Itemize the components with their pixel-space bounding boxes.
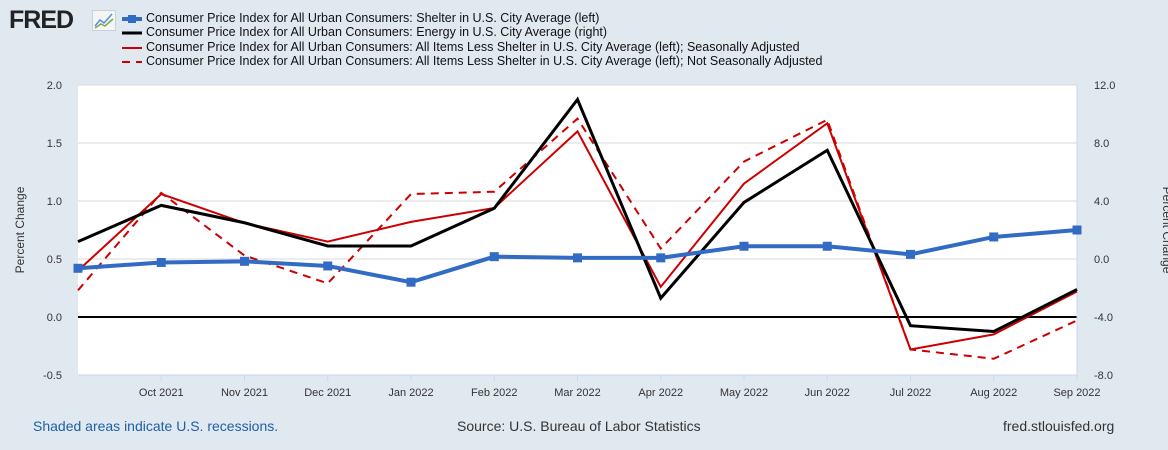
x-tick-label: Oct 2021 [139, 387, 184, 399]
legend-swatch-shelter [122, 13, 142, 24]
data-point-shelter [323, 261, 333, 271]
data-point-shelter [573, 253, 582, 263]
x-tick-label: Feb 2022 [471, 387, 517, 399]
data-point-shelter [739, 241, 749, 251]
legend-item-less-shelter-nsa[interactable]: Consumer Price Index for All Urban Consu… [122, 54, 822, 68]
y-tick-label-left: 0.5 [47, 254, 62, 266]
data-point-shelter [156, 257, 166, 267]
x-tick-label: Sep 2022 [1053, 387, 1100, 399]
legend-label: Consumer Price Index for All Urban Consu… [146, 39, 800, 54]
y-tick-label-right: 4.0 [1094, 196, 1109, 208]
x-tick-label: Nov 2021 [221, 387, 268, 399]
legend: Consumer Price Index for All Urban Consu… [122, 11, 822, 68]
data-point-shelter [73, 263, 83, 273]
x-tick-label: Jan 2022 [388, 387, 433, 399]
site-link[interactable]: fred.stlouisfed.org [1003, 418, 1115, 434]
x-tick-label: May 2022 [720, 387, 768, 399]
data-point-shelter [240, 256, 249, 266]
legend-swatch-energy [122, 27, 142, 37]
chart: 2.0 12.0 1.5 8.0 1.0 4.0 0.5 0.0 0.0 -4.0 -0.5 -8.0… [13, 80, 1168, 399]
y-tick-label-right: 12.0 [1094, 80, 1115, 92]
legend-label: Consumer Price Index for All Urban Consu… [146, 53, 823, 68]
legend-label: Consumer Price Index for All Urban Consu… [146, 25, 608, 40]
y-tick-label-left: 0.0 [47, 312, 62, 324]
recession-note: Shaded areas indicate U.S. recessions. [33, 418, 279, 434]
data-point-shelter [822, 241, 832, 251]
legend-item-shelter[interactable]: Consumer Price Index for All Urban Consu… [122, 11, 822, 25]
x-tick-label: Jul 2022 [890, 387, 932, 399]
y-tick-label-right: 8.0 [1094, 138, 1109, 150]
y-tick-label-left: 2.0 [47, 80, 62, 92]
legend-swatch-nsa [122, 56, 142, 66]
y-tick-label-right: -8.0 [1094, 370, 1113, 382]
x-tick-label: Dec 2021 [304, 387, 351, 399]
x-tick-label: Mar 2022 [554, 387, 600, 399]
y-tick-label-right: -4.0 [1094, 312, 1113, 324]
x-tick-label: Jun 2022 [805, 387, 850, 399]
y-tick-label-left: -0.5 [43, 370, 62, 382]
data-point-shelter [989, 232, 999, 242]
y-tick-label-left: 1.5 [47, 138, 62, 150]
x-tick-label: Apr 2022 [638, 387, 683, 399]
plot-area [78, 85, 1077, 375]
data-point-shelter [906, 249, 915, 259]
fred-logo[interactable]: FRED [9, 6, 74, 34]
data-point-shelter [406, 277, 416, 287]
y-axis-label-left: Percent Change [13, 186, 27, 273]
source-text: Source: U.S. Bureau of Labor Statistics [457, 418, 701, 434]
legend-label: Consumer Price Index for All Urban Consu… [146, 11, 600, 25]
x-tick-label: Aug 2022 [970, 387, 1017, 399]
fred-graph-icon [92, 10, 116, 31]
series-line-1 [77, 96, 1078, 334]
y-tick-label-right: 0.0 [1094, 254, 1109, 266]
legend-swatch-sa [122, 42, 142, 52]
legend-item-less-shelter-sa[interactable]: Consumer Price Index for All Urban Consu… [122, 40, 822, 54]
data-point-shelter [489, 252, 499, 262]
y-axis-label-right: Percent Change [1160, 187, 1168, 274]
data-point-shelter [1072, 225, 1082, 235]
data-point-shelter [656, 253, 666, 263]
legend-item-energy[interactable]: Consumer Price Index for All Urban Consu… [122, 25, 822, 39]
y-tick-label-left: 1.0 [47, 196, 62, 208]
